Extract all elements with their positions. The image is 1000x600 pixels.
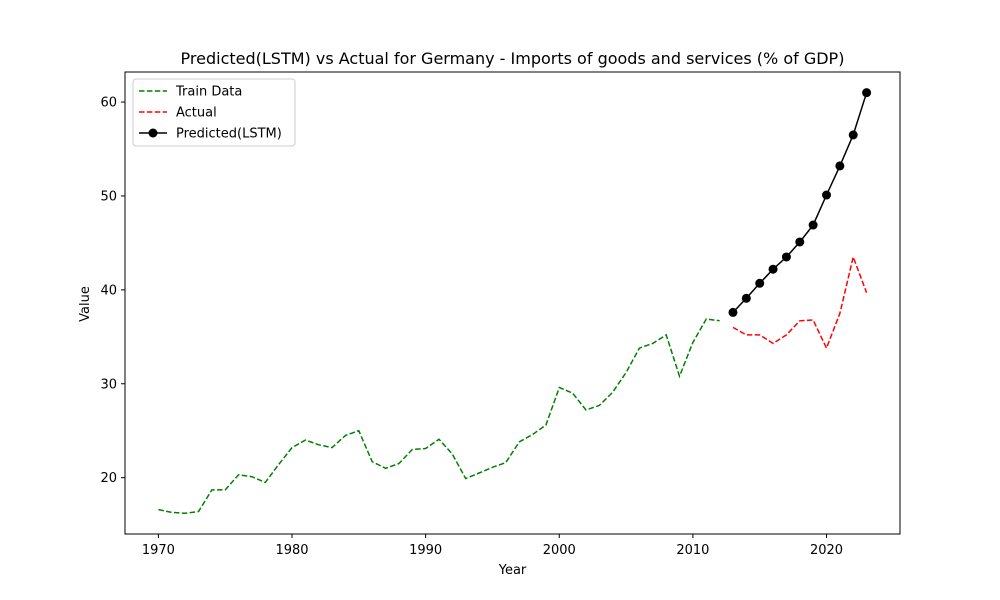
- series-line-0: [158, 318, 720, 515]
- legend: Train Data Actual Predicted(LSTM): [132, 78, 296, 147]
- legend-box: [132, 78, 296, 147]
- x-tick-label: 1990: [409, 543, 442, 558]
- chart-title: Predicted(LSTM) vs Actual for Germany - …: [181, 49, 845, 68]
- data-point: [768, 264, 778, 274]
- x-axis-label: Year: [498, 563, 527, 578]
- y-tick-label: 30: [100, 377, 117, 392]
- legend-marker: [148, 128, 158, 138]
- data-point: [808, 220, 818, 230]
- x-tick-label: 2020: [810, 543, 843, 558]
- data-point: [848, 130, 858, 140]
- y-tick-label: 40: [100, 283, 117, 298]
- y-tick-label: 50: [100, 189, 117, 204]
- y-tick-label: 60: [100, 96, 117, 111]
- data-point: [822, 190, 832, 200]
- legend-label: Train Data: [175, 85, 242, 100]
- y-axis: 20 30 40 50 60: [100, 96, 125, 486]
- y-tick-label: 20: [100, 471, 117, 486]
- data-point: [862, 88, 872, 98]
- x-tick-label: 2010: [676, 543, 709, 558]
- x-axis: 1970 1980 1990 2000 2010 2020: [142, 534, 843, 558]
- data-point: [795, 237, 805, 247]
- legend-label: Predicted(LSTM): [176, 127, 282, 142]
- data-point: [781, 252, 791, 262]
- series-line-1: [732, 254, 868, 350]
- data-point: [741, 293, 751, 303]
- data-point: [835, 161, 845, 171]
- y-axis-label: Value: [78, 286, 93, 322]
- x-tick-label: 1980: [275, 543, 308, 558]
- x-tick-label: 2000: [543, 543, 576, 558]
- plot-frame: [124, 71, 901, 535]
- legend-label: Actual: [176, 106, 217, 121]
- data-point: [755, 278, 765, 288]
- data-point: [728, 307, 738, 317]
- plot-area: [124, 71, 901, 535]
- x-tick-label: 1970: [142, 543, 175, 558]
